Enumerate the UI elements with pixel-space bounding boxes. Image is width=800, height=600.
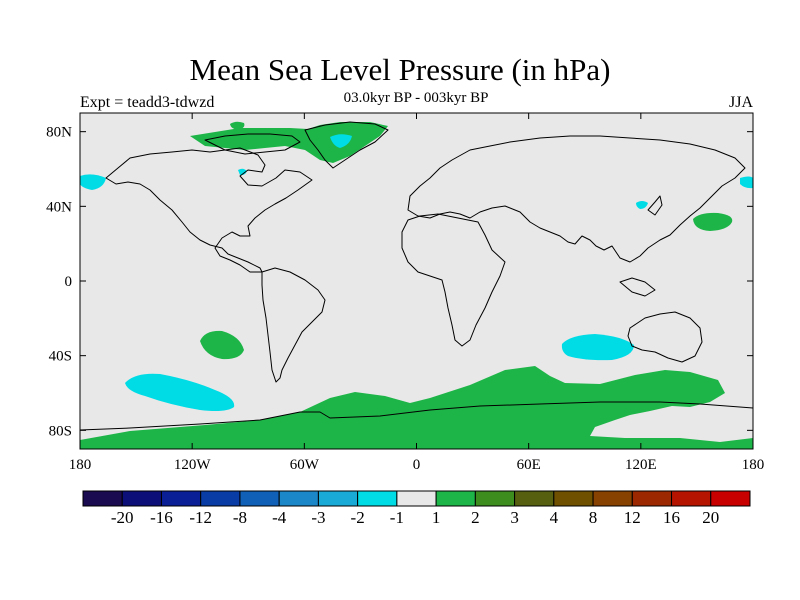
anomaly-region-bering-east	[740, 176, 753, 189]
coastlines	[80, 121, 753, 431]
y-tick-label: 80N	[46, 125, 72, 141]
colorbar-swatch	[82, 490, 123, 507]
anomaly-region-south-pacific	[200, 330, 244, 360]
colorbar-label: -1	[390, 508, 404, 527]
colorbar-swatch	[160, 490, 202, 507]
colorbar-swatch	[474, 490, 516, 507]
colorbar-swatch	[710, 490, 751, 507]
colorbar-label: -2	[351, 508, 365, 527]
colorbar-swatch	[671, 490, 712, 507]
season-label: JJA	[728, 94, 753, 111]
coastline-arctic-islands	[204, 133, 301, 155]
colorbar-label: 12	[624, 508, 641, 527]
coastline-eurasia	[407, 135, 746, 263]
anomaly-region-indian-ocean-low	[561, 334, 634, 361]
coastline-japan	[647, 195, 663, 216]
x-tick-label: 120W	[174, 457, 212, 473]
colorbar-label: -12	[189, 508, 212, 527]
coastline-australia	[627, 311, 703, 363]
figure-subtitle: 03.0kyr BP - 003kyr BP	[343, 90, 489, 106]
anomaly-region-arctic-canada	[190, 122, 388, 163]
coastline-antarctica	[80, 401, 753, 431]
colorbar-label: 8	[589, 508, 598, 527]
colorbar-label: -20	[111, 508, 134, 527]
colorbar-label: 2	[471, 508, 480, 527]
axis-tick-labels: 180 120W 60W 0 60E 120E 180 80N 40N 0 40S 80S	[46, 125, 764, 473]
colorbar-label: 4	[550, 508, 559, 527]
anomaly-region-japan	[636, 201, 648, 209]
colorbar-swatch	[514, 490, 555, 507]
anomaly-region-greenland	[330, 134, 352, 148]
coastline-south-america	[261, 267, 326, 383]
colorbar-swatch	[317, 490, 359, 507]
coastline-north-america	[105, 147, 313, 273]
x-tick-label: 180	[742, 457, 765, 473]
y-tick-label: 80S	[49, 423, 72, 439]
colorbar: -20 -16 -12 -8 -4 -3 -2 -1 1 2 3 4 8 12 16 20	[82, 490, 751, 527]
negative-anomaly-regions	[80, 134, 753, 411]
colorbar-label: 3	[510, 508, 519, 527]
x-tick-label: 60W	[290, 457, 320, 473]
x-tick-label: 0	[413, 457, 421, 473]
y-tick-label: 0	[65, 274, 73, 290]
colorbar-swatch	[121, 490, 162, 507]
y-tick-label: 40N	[46, 199, 72, 215]
colorbar-swatch	[396, 490, 437, 507]
colorbar-swatch	[200, 490, 241, 507]
anomaly-region-south-pacific-low	[125, 373, 235, 411]
colorbar-label: 1	[432, 508, 441, 527]
colorbar-swatch	[592, 490, 633, 507]
colorbar-swatch	[278, 490, 319, 507]
colorbar-label: -16	[150, 508, 173, 527]
colorbar-label: 20	[702, 508, 719, 527]
colorbar-label: -4	[272, 508, 287, 527]
colorbar-swatch	[553, 490, 594, 507]
x-tick-label: 60E	[517, 457, 541, 473]
y-tick-label: 40S	[49, 349, 72, 365]
colorbar-swatch	[239, 490, 280, 507]
colorbar-label: -3	[311, 508, 325, 527]
anomaly-region-north-pacific	[693, 212, 733, 231]
colorbar-swatch	[631, 490, 673, 507]
coastline-greenland	[304, 121, 389, 169]
colorbar-label: 16	[663, 508, 680, 527]
axis-ticks	[79, 113, 754, 449]
colorbar-label: -8	[233, 508, 247, 527]
colorbar-swatch	[435, 490, 476, 507]
anomaly-region-bering-west	[80, 174, 106, 190]
anomaly-region-southern-ocean	[80, 366, 753, 449]
positive-anomaly-regions	[80, 121, 753, 449]
anomaly-region-hudson	[238, 168, 247, 176]
experiment-label: Expt = teadd3-tdwzd	[80, 94, 215, 111]
coastline-islands-asia	[619, 277, 656, 297]
coastline-africa	[401, 213, 506, 347]
figure-title: Mean Sea Level Pressure (in hPa)	[189, 52, 611, 87]
anomaly-region-pacific-patch	[230, 121, 245, 130]
x-tick-label: 120E	[625, 457, 657, 473]
colorbar-swatch	[357, 490, 398, 507]
x-tick-label: 180	[69, 457, 92, 473]
